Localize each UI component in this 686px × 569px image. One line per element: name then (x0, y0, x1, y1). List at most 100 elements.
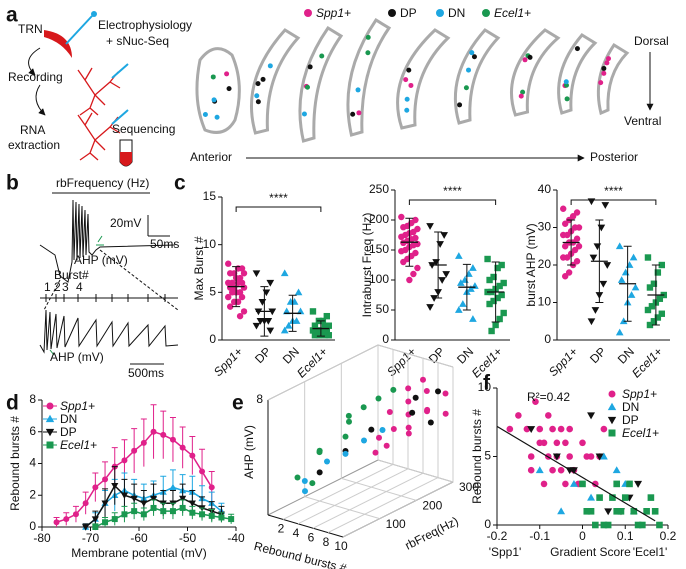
y-tick-label: 30 (538, 220, 552, 234)
marker (630, 508, 638, 515)
marker (149, 495, 158, 503)
x-tick-label: 6 (308, 530, 315, 544)
marker (252, 270, 261, 278)
marker (406, 276, 413, 284)
cell-dot (267, 63, 273, 69)
marker (587, 493, 596, 501)
marker (527, 426, 536, 434)
marker (398, 248, 405, 255)
marker (500, 279, 507, 287)
marker (557, 507, 566, 515)
cell-dot (404, 107, 410, 113)
marker (442, 271, 451, 278)
marker (613, 508, 620, 515)
marker (296, 307, 305, 315)
marker (456, 279, 465, 286)
label: Recording (8, 70, 63, 84)
marker (390, 426, 397, 433)
brain-section (596, 42, 630, 116)
label: 1 (44, 280, 51, 294)
legend-marker (608, 390, 616, 398)
marker (506, 425, 514, 433)
marker (634, 521, 642, 529)
marker (467, 285, 475, 292)
y-axis-label: Rebound bursts # (8, 416, 22, 511)
marker (540, 480, 548, 488)
marker (266, 279, 275, 287)
grid-line (341, 477, 417, 501)
cell-dot (408, 82, 414, 88)
significance-bracket (570, 199, 657, 205)
cell-dot (356, 110, 362, 116)
cell-dot (214, 114, 220, 120)
marker (656, 295, 664, 302)
annotation: R²=0.42 (527, 390, 570, 404)
marker (409, 409, 416, 416)
brain-section (195, 47, 241, 134)
marker (426, 223, 434, 230)
sd-bar (316, 320, 325, 337)
marker (587, 198, 596, 206)
cell-dot (365, 50, 371, 56)
marker (345, 412, 352, 419)
marker (53, 519, 60, 526)
sd-bar (434, 231, 443, 299)
cell-dot (406, 67, 412, 73)
marker (566, 453, 573, 460)
marker (179, 495, 187, 503)
y-axis-label: burst AHP (mV) (524, 223, 538, 306)
category-label: Spp1+ (384, 344, 419, 379)
marker (258, 298, 267, 306)
marker (390, 386, 397, 393)
cell-dot (224, 71, 230, 77)
legend-label: DN (60, 412, 77, 426)
marker (535, 466, 544, 474)
marker (557, 466, 565, 474)
marker (569, 467, 578, 475)
box-edge (267, 459, 379, 516)
label: 3 (62, 280, 69, 294)
marker (648, 303, 656, 310)
marker (240, 270, 248, 277)
marker (130, 495, 138, 503)
y-tick-label: 2 (29, 487, 36, 501)
marker (587, 318, 596, 326)
category-label: DP (426, 344, 448, 366)
grid-line (282, 463, 394, 520)
legend-label: DN (448, 6, 465, 20)
marker (552, 453, 561, 461)
marker (424, 406, 431, 413)
marker (646, 284, 654, 291)
marker (361, 437, 367, 444)
marker (486, 300, 493, 308)
y-tick-label: 10 (203, 237, 217, 251)
marker (589, 254, 598, 262)
cell-dot (301, 111, 307, 117)
brain-section (298, 25, 344, 143)
marker (131, 447, 138, 454)
cell-dot (527, 54, 533, 60)
grid-line (377, 459, 454, 483)
marker (621, 494, 629, 501)
marker (583, 453, 591, 460)
marker (492, 321, 499, 329)
brain-section (453, 28, 501, 125)
cell-dot (210, 74, 216, 80)
marker (325, 322, 332, 329)
label: Posterior (590, 150, 638, 164)
marker (346, 418, 352, 425)
cell-dot (304, 84, 310, 90)
marker (375, 395, 382, 402)
label: rbFrequency (Hz) (56, 176, 149, 190)
y-tick-label: 8 (29, 392, 36, 406)
marker (228, 289, 236, 296)
marker (469, 315, 477, 322)
legend-marker (388, 9, 396, 17)
category-label: DN (615, 344, 637, 366)
marker (436, 241, 444, 248)
marker (600, 425, 608, 433)
y-tick-label: 200 (369, 212, 389, 226)
cell-dot (260, 76, 266, 82)
marker (189, 509, 196, 516)
marker (360, 404, 367, 411)
